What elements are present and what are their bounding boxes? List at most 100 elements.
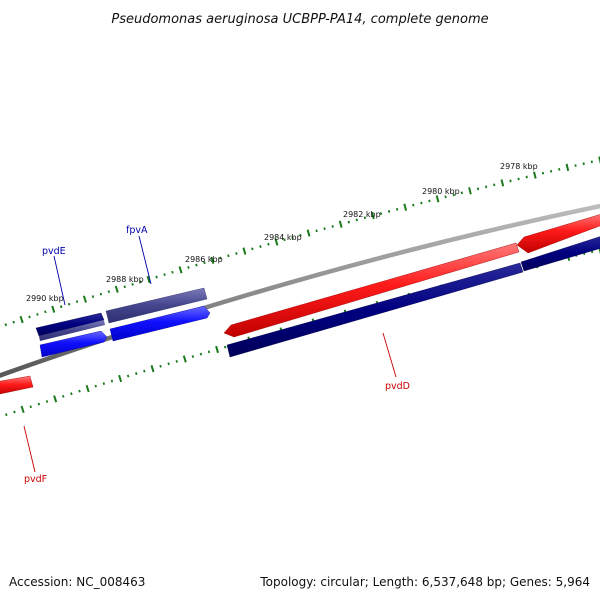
- map-title: Pseudomonas aeruginosa UCBPP-PA14, compl…: [111, 12, 488, 27]
- tick-mark: [53, 395, 58, 403]
- tick-mark: [412, 203, 415, 207]
- tick-mark: [70, 392, 73, 396]
- tick-mark: [75, 300, 79, 304]
- tick-mark: [59, 305, 63, 309]
- tick-mark: [476, 187, 480, 191]
- tick-mark: [187, 266, 190, 269]
- tick-mark: [223, 345, 227, 349]
- tick-mark: [62, 394, 65, 398]
- tick-mark: [444, 195, 447, 199]
- tick-mark: [306, 229, 311, 237]
- tick-mark: [171, 270, 174, 274]
- tick-mark: [338, 220, 343, 228]
- tick-mark: [91, 295, 95, 299]
- tick-mark: [110, 379, 114, 383]
- reverse-strand-cds: [39, 305, 211, 358]
- tick-mark: [44, 310, 47, 314]
- tick-mark: [85, 385, 90, 393]
- tick-mark: [379, 212, 383, 215]
- gene-feature-pvdF[interactable]: [0, 375, 34, 395]
- tick-mark: [19, 315, 24, 324]
- tick-mark: [215, 345, 219, 354]
- tick-mark: [102, 382, 106, 385]
- scale-label-2990: 2990 kbp: [26, 294, 64, 303]
- tick-mark: [395, 207, 399, 211]
- tick-mark: [219, 256, 222, 260]
- tick-mark: [182, 355, 187, 363]
- tick-mark: [29, 405, 32, 409]
- tick-mark: [123, 285, 126, 289]
- tick-mark: [291, 236, 294, 239]
- tick-mark: [267, 242, 270, 246]
- genome-backbone: [0, 203, 600, 378]
- tick-mark: [135, 372, 138, 375]
- scale-label-2988: 2988 kbp: [106, 275, 144, 284]
- tick-mark: [163, 273, 166, 277]
- tick-mark: [159, 364, 162, 368]
- tick-mark: [500, 179, 505, 187]
- tick-mark: [5, 413, 8, 417]
- tick-mark: [533, 171, 537, 179]
- tick-mark: [28, 315, 31, 319]
- tick-mark: [452, 193, 455, 197]
- tick-mark: [195, 263, 198, 267]
- tick-mark: [12, 320, 15, 324]
- tick-mark: [347, 220, 350, 224]
- tick-mark: [323, 227, 326, 231]
- forward-strand-features: [0, 213, 600, 395]
- tick-mark: [558, 168, 561, 171]
- tick-mark: [207, 350, 211, 354]
- gene-feature-upstream[interactable]: [516, 213, 600, 254]
- tick-mark: [274, 238, 279, 246]
- tick-mark: [235, 252, 238, 255]
- gene-label-pvdF[interactable]: pvdF: [24, 474, 47, 485]
- tick-mark: [582, 162, 585, 166]
- tick-mark: [509, 179, 512, 183]
- tick-mark: [203, 261, 206, 265]
- scale-labels: 2978 kbp 2980 kbp 2982 kbp 2984 kbp 2986…: [26, 162, 538, 303]
- tick-mark: [590, 160, 593, 164]
- tick-mark: [227, 254, 230, 258]
- tick-mark: [67, 302, 71, 306]
- tick-mark: [525, 175, 528, 179]
- tick-mark: [315, 229, 318, 233]
- scale-label-2986: 2986 kbp: [185, 255, 223, 264]
- tick-mark: [4, 323, 8, 327]
- gene-label-fpvA[interactable]: fpvA: [126, 225, 148, 236]
- gene-feature-pvdD[interactable]: [223, 242, 520, 338]
- tick-mark: [20, 405, 25, 414]
- tick-mark: [403, 203, 408, 211]
- gene-label-pvdE[interactable]: pvdE: [42, 246, 66, 257]
- tick-mark: [107, 290, 111, 294]
- gene-labels: pvdE fpvA pvdD pvdF: [24, 225, 410, 485]
- tick-mark: [118, 374, 123, 383]
- tick-mark: [210, 256, 215, 264]
- tick-mark: [114, 285, 119, 293]
- gene-label-pvdD[interactable]: pvdD: [385, 381, 410, 392]
- tick-mark: [13, 410, 16, 414]
- leader-pvdE: [53, 255, 66, 306]
- tick-mark: [331, 225, 334, 228]
- tick-mark: [420, 201, 423, 205]
- tick-mark: [139, 280, 142, 284]
- tick-mark: [37, 402, 41, 406]
- forward-strand-cds: [226, 235, 600, 358]
- cds-feature-fpvA[interactable]: [109, 305, 211, 342]
- tick-mark: [99, 292, 103, 296]
- tick-track-outer: [4, 156, 600, 327]
- scale-label-2982: 2982 kbp: [343, 210, 381, 219]
- tick-mark: [283, 238, 286, 242]
- tick-mark: [167, 362, 170, 366]
- cds-feature-pvdE[interactable]: [39, 330, 108, 358]
- tick-mark: [199, 352, 203, 356]
- cds-feature-upstream[interactable]: [520, 235, 600, 272]
- cds-feature-pvdD[interactable]: [226, 262, 524, 358]
- tick-mark: [143, 369, 146, 373]
- tick-mark: [435, 195, 440, 203]
- tick-mark: [371, 212, 375, 220]
- tick-mark: [82, 295, 87, 303]
- gene-feature-fpvA[interactable]: [105, 287, 208, 324]
- reverse-strand-features: [35, 287, 208, 341]
- tick-mark: [191, 355, 195, 358]
